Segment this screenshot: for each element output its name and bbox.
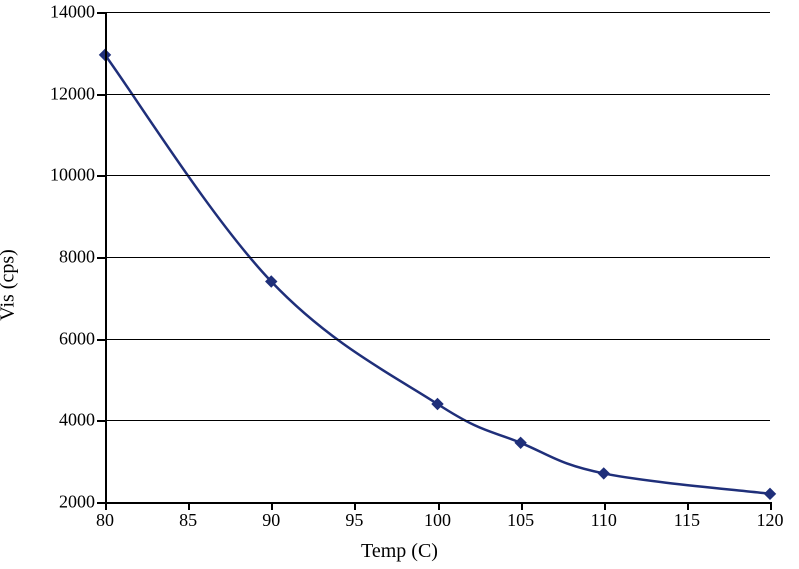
x-tick-label: 95 — [345, 502, 363, 531]
viscosity-temp-chart: Vis (cps) Temp (C) 200040006000800010000… — [0, 0, 799, 569]
series-line — [105, 55, 770, 494]
y-tick-label: 6000 — [59, 328, 105, 349]
gridline — [105, 339, 770, 340]
y-tick-label: 14000 — [50, 2, 105, 23]
x-tick-label: 120 — [757, 502, 784, 531]
x-tick-label: 80 — [96, 502, 114, 531]
gridline — [105, 420, 770, 421]
y-tick-label: 8000 — [59, 247, 105, 268]
x-tick-label: 100 — [424, 502, 451, 531]
y-tick-label: 4000 — [59, 410, 105, 431]
x-tick-label: 90 — [262, 502, 280, 531]
gridline — [105, 175, 770, 176]
x-tick-label: 110 — [591, 502, 617, 531]
x-axis-line — [105, 502, 770, 504]
y-tick-label: 10000 — [50, 165, 105, 186]
gridline — [105, 12, 770, 13]
data-point-marker — [515, 437, 526, 448]
x-tick-label: 85 — [179, 502, 197, 531]
y-axis-title: Vis (cps) — [0, 249, 20, 321]
y-tick-label: 12000 — [50, 83, 105, 104]
y-axis-line — [105, 12, 107, 502]
x-axis-title: Temp (C) — [0, 540, 799, 563]
data-point-marker — [765, 488, 776, 499]
gridline — [105, 94, 770, 95]
plot-area: 2000400060008000100001200014000808590951… — [105, 12, 770, 502]
data-point-marker — [598, 468, 609, 479]
x-tick-label: 105 — [507, 502, 534, 531]
gridline — [105, 257, 770, 258]
x-tick-label: 115 — [674, 502, 700, 531]
